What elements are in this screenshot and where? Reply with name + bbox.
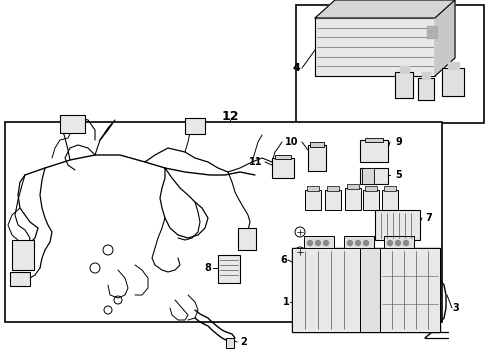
Bar — [306, 186, 318, 191]
Bar — [304, 236, 333, 250]
Circle shape — [347, 240, 352, 246]
Bar — [10, 272, 30, 286]
Circle shape — [315, 240, 320, 246]
Circle shape — [403, 240, 407, 246]
Polygon shape — [399, 66, 407, 72]
Text: 2: 2 — [240, 337, 246, 347]
Text: 8: 8 — [204, 263, 211, 273]
Bar — [326, 186, 338, 191]
Bar — [274, 155, 290, 159]
Text: 5: 5 — [394, 170, 401, 180]
Bar — [295, 5, 483, 123]
Bar — [238, 228, 256, 250]
Text: 10: 10 — [284, 137, 297, 147]
Bar — [60, 115, 85, 133]
Text: 9: 9 — [394, 137, 401, 147]
Polygon shape — [434, 0, 454, 76]
Polygon shape — [394, 72, 412, 98]
Bar — [364, 138, 382, 142]
Circle shape — [294, 247, 305, 257]
Bar — [381, 190, 397, 210]
Bar — [325, 190, 340, 210]
Circle shape — [363, 240, 368, 246]
Polygon shape — [314, 0, 454, 18]
Bar — [359, 140, 387, 162]
Circle shape — [395, 240, 400, 246]
Text: 3: 3 — [451, 303, 458, 313]
Circle shape — [294, 227, 305, 237]
Bar — [271, 158, 293, 178]
Text: 1: 1 — [282, 297, 289, 307]
Bar — [359, 168, 387, 184]
Bar — [291, 248, 439, 332]
Bar — [225, 338, 234, 348]
Bar — [346, 184, 358, 189]
Bar — [359, 248, 379, 332]
Polygon shape — [421, 72, 429, 78]
Text: 7: 7 — [424, 213, 431, 223]
Bar — [379, 248, 439, 332]
Circle shape — [355, 240, 360, 246]
Text: 12: 12 — [221, 109, 238, 122]
Bar — [291, 248, 359, 332]
Bar — [184, 118, 204, 134]
Bar — [218, 255, 240, 283]
Text: 4: 4 — [291, 63, 299, 73]
Text: 6: 6 — [280, 255, 287, 265]
Polygon shape — [426, 26, 436, 38]
Bar — [361, 168, 373, 184]
Text: 11: 11 — [248, 157, 262, 167]
Bar — [383, 186, 395, 191]
Bar — [307, 145, 325, 171]
Bar — [305, 190, 320, 210]
Bar — [309, 142, 324, 147]
Bar — [343, 236, 373, 250]
Bar — [383, 236, 413, 250]
Bar — [345, 188, 360, 210]
Circle shape — [323, 240, 328, 246]
Bar — [5, 122, 441, 322]
Polygon shape — [441, 68, 463, 96]
Polygon shape — [447, 62, 458, 68]
Circle shape — [386, 240, 392, 246]
Polygon shape — [314, 18, 434, 76]
Bar — [362, 190, 378, 210]
Bar — [374, 210, 419, 240]
Polygon shape — [417, 78, 433, 100]
Bar — [12, 240, 34, 270]
Bar — [364, 186, 376, 191]
Circle shape — [307, 240, 312, 246]
